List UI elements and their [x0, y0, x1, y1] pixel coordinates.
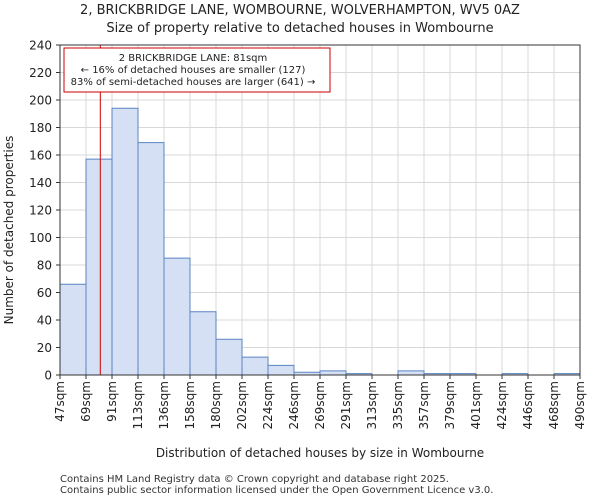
- bar: [59, 283, 87, 376]
- bars: [59, 107, 581, 376]
- y-tick-label: 40: [37, 314, 52, 328]
- x-tick-label: 291sqm: [339, 381, 353, 429]
- x-tick-label: 313sqm: [365, 381, 379, 429]
- x-tick-label: 113sqm: [131, 381, 145, 429]
- x-tick-label: 446sqm: [521, 381, 535, 429]
- y-tick-label: 80: [37, 259, 52, 273]
- y-axis-label: Number of detached properties: [2, 136, 16, 325]
- y-tick-label: 100: [29, 231, 52, 245]
- x-tick-label: 401sqm: [469, 381, 483, 429]
- x-tick-label: 158sqm: [183, 381, 197, 429]
- gridlines: [59, 44, 581, 376]
- x-tick-label: 91sqm: [105, 381, 119, 422]
- bar: [397, 370, 425, 376]
- chart-title: 2, BRICKBRIDGE LANE, WOMBOURNE, WOLVERHA…: [80, 3, 520, 18]
- annotation-line: 83% of semi-detached houses are larger (…: [71, 77, 316, 88]
- bar: [267, 364, 295, 376]
- y-tick-label: 20: [37, 341, 52, 355]
- x-tick-label: 269sqm: [313, 381, 327, 429]
- bar: [215, 338, 243, 376]
- x-tick-label: 335sqm: [391, 381, 405, 429]
- x-tick-label: 490sqm: [573, 381, 587, 429]
- annotation-line: ← 16% of detached houses are smaller (12…: [81, 65, 306, 76]
- y-tick-label: 60: [37, 286, 52, 300]
- annotation-box: [63, 47, 331, 93]
- x-tick-label: 357sqm: [417, 381, 431, 429]
- x-tick-label: 69sqm: [79, 381, 93, 422]
- x-tick-label: 136sqm: [157, 381, 171, 429]
- x-tick-label: 224sqm: [261, 381, 275, 429]
- y-axis: 0 20 40 60 80 100 120 140 160 180 200 220 240: [29, 39, 60, 383]
- x-tick-label: 468sqm: [547, 381, 561, 429]
- bar: [137, 142, 165, 376]
- x-tick-label: 47sqm: [53, 381, 67, 422]
- y-tick-label: 200: [29, 94, 52, 108]
- bar: [319, 370, 347, 376]
- x-tick-label: 180sqm: [209, 381, 223, 429]
- bar: [189, 311, 217, 376]
- bar: [111, 107, 139, 376]
- property-marker: 2 BRICKBRIDGE LANE: 81sqm← 16% of detach…: [63, 45, 331, 375]
- footer-licence: Contains public sector information licen…: [60, 485, 494, 496]
- chart-subtitle: Size of property relative to detached ho…: [106, 21, 494, 36]
- x-axis-label: Distribution of detached houses by size …: [156, 446, 484, 460]
- y-tick-label: 220: [29, 66, 52, 80]
- x-tick-label: 379sqm: [443, 381, 457, 429]
- y-tick-label: 140: [29, 176, 52, 190]
- bar: [85, 158, 113, 376]
- x-tick-label: 424sqm: [495, 381, 509, 429]
- footer-copyright: Contains HM Land Registry data © Crown c…: [60, 474, 449, 485]
- y-tick-label: 160: [29, 149, 52, 163]
- x-tick-label: 202sqm: [235, 381, 249, 429]
- x-axis: 47sqm 69sqm 91sqm 113sqm 136sqm 158sqm 180sqm 2…: [53, 375, 587, 429]
- annotation-line: 2 BRICKBRIDGE LANE: 81sqm: [119, 53, 268, 64]
- bar: [241, 356, 269, 376]
- y-tick-label: 120: [29, 204, 52, 218]
- x-tick-label: 246sqm: [287, 381, 301, 429]
- y-tick-label: 240: [29, 39, 52, 53]
- bar: [163, 257, 191, 376]
- y-tick-label: 0: [44, 369, 52, 383]
- y-tick-label: 180: [29, 121, 52, 135]
